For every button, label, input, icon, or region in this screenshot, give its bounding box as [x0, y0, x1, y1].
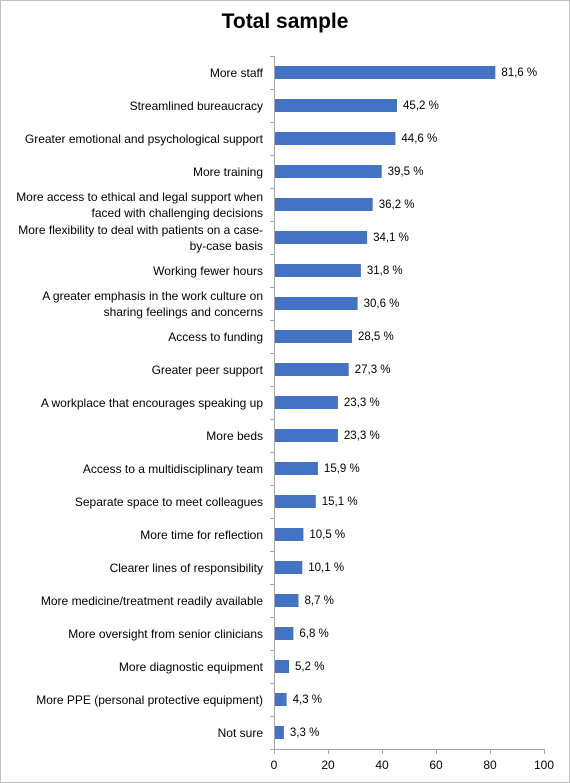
category-label-line: More time for reflection: [140, 527, 263, 542]
category-label-line: Greater emotional and psychological supp…: [24, 131, 263, 146]
category-label-line: by-case basis: [189, 238, 263, 253]
x-tick-label: 100: [533, 758, 555, 772]
bar: [275, 660, 289, 673]
bar-value-label: 15,1 %: [321, 495, 358, 508]
category-label-line: More medicine/treatment readily availabl…: [40, 593, 263, 608]
bar: [275, 528, 304, 541]
bar: [275, 66, 496, 79]
bar-value-label: 34,1 %: [373, 231, 409, 244]
bar: [275, 495, 316, 508]
category-label-line: A workplace that encourages speaking up: [40, 395, 263, 410]
category-label: Separate space to meet colleagues: [1, 494, 263, 510]
bar: [275, 165, 382, 178]
category-label: Access to funding: [1, 329, 263, 345]
bar-value-label: 28,5 %: [357, 330, 394, 343]
category-label-line: More access to ethical and legal support…: [16, 189, 263, 204]
category-label: A workplace that encourages speaking up: [1, 395, 263, 411]
bar: [275, 297, 358, 310]
category-label: Greater emotional and psychological supp…: [1, 131, 263, 147]
bar-value-label: 81,6 %: [501, 66, 538, 79]
bar: [275, 363, 349, 376]
category-label: More beds: [1, 428, 263, 444]
category-label: Working fewer hours: [1, 263, 263, 279]
x-tick-label: 60: [429, 758, 443, 772]
category-label: Clearer lines of responsibility: [1, 560, 263, 576]
bar-value-label: 4,3 %: [292, 693, 323, 706]
bar-value-label: 8,7 %: [304, 594, 334, 607]
bar-value-label: 44,6 %: [401, 132, 438, 145]
bar: [275, 99, 397, 112]
bar: [275, 264, 361, 277]
bar-value-label: 45,2 %: [403, 99, 439, 112]
bar-value-label: 23,3 %: [343, 429, 380, 442]
category-label-line: Access to funding: [168, 329, 263, 344]
category-label: Greater peer support: [1, 362, 263, 378]
category-label: More PPE (personal protective equipment): [1, 692, 263, 708]
category-label: More medicine/treatment readily availabl…: [1, 593, 263, 609]
category-label-line: Access to a multidisciplinary team: [82, 461, 263, 476]
category-label: More staff: [1, 65, 263, 81]
bar: [275, 561, 303, 574]
bar: [275, 396, 338, 409]
chart-title: Total sample: [221, 10, 349, 33]
category-label-line: Greater peer support: [151, 362, 263, 377]
bar-value-label: 15,9 %: [323, 462, 360, 475]
bar-value-label: 3,3 %: [289, 726, 320, 739]
bar: [275, 594, 299, 607]
bar-value-label: 10,5 %: [309, 528, 346, 541]
bar-value-label: 31,8 %: [366, 264, 403, 277]
category-label: More training: [1, 164, 263, 180]
bar-value-label: 36,2 %: [378, 198, 415, 211]
bar-value-label: 10,1 %: [308, 561, 345, 574]
category-label-line: sharing feelings and concerns: [103, 304, 263, 319]
bar: [275, 132, 396, 145]
x-tick-label: 0: [270, 758, 278, 772]
bar: [275, 726, 284, 739]
x-tick-label: 40: [375, 758, 389, 772]
bar: [275, 198, 373, 211]
category-label: More access to ethical and legal support…: [1, 189, 263, 221]
category-label: More diagnostic equipment: [1, 659, 263, 675]
category-label-line: More oversight from senior clinicians: [68, 626, 263, 641]
x-tick-label: 80: [483, 758, 497, 772]
category-label: More oversight from senior clinicians: [1, 626, 263, 642]
bar: [275, 429, 338, 442]
x-tick-label: 20: [321, 758, 335, 772]
category-label-line: A greater emphasis in the work culture o…: [42, 288, 263, 303]
bar: [275, 330, 352, 343]
bar: [275, 693, 287, 706]
category-label: More flexibility to deal with patients o…: [1, 222, 263, 254]
category-label-line: Not sure: [217, 725, 263, 740]
bar: [275, 231, 368, 244]
category-label-line: Working fewer hours: [153, 263, 263, 278]
category-label: More time for reflection: [1, 527, 263, 543]
category-label-line: More training: [192, 164, 263, 179]
bar-value-label: 6,8 %: [299, 627, 329, 640]
category-label-line: faced with challenging decisions: [91, 205, 263, 220]
category-label-line: More diagnostic equipment: [118, 659, 263, 674]
bar-value-label: 39,5 %: [387, 165, 424, 178]
bar: [275, 627, 294, 640]
bar-value-label: 27,3 %: [354, 363, 391, 376]
category-label-line: Clearer lines of responsibility: [109, 560, 263, 575]
bar-value-label: 30,6 %: [363, 297, 400, 310]
category-label: Access to a multidisciplinary team: [1, 461, 263, 477]
category-label-line: More PPE (personal protective equipment): [36, 692, 263, 707]
bar: [275, 462, 318, 475]
category-label: Streamlined bureaucracy: [1, 98, 263, 114]
bar-value-label: 5,2 %: [295, 660, 325, 673]
category-label-line: More beds: [206, 428, 263, 443]
bar-value-label: 23,3 %: [343, 396, 380, 409]
category-label-line: Streamlined bureaucracy: [129, 98, 263, 113]
category-label-line: More flexibility to deal with patients o…: [18, 222, 263, 237]
category-label-line: Separate space to meet colleagues: [74, 494, 263, 509]
category-label: A greater emphasis in the work culture o…: [1, 288, 263, 320]
category-label: Not sure: [1, 725, 263, 741]
category-label-line: More staff: [209, 65, 263, 80]
